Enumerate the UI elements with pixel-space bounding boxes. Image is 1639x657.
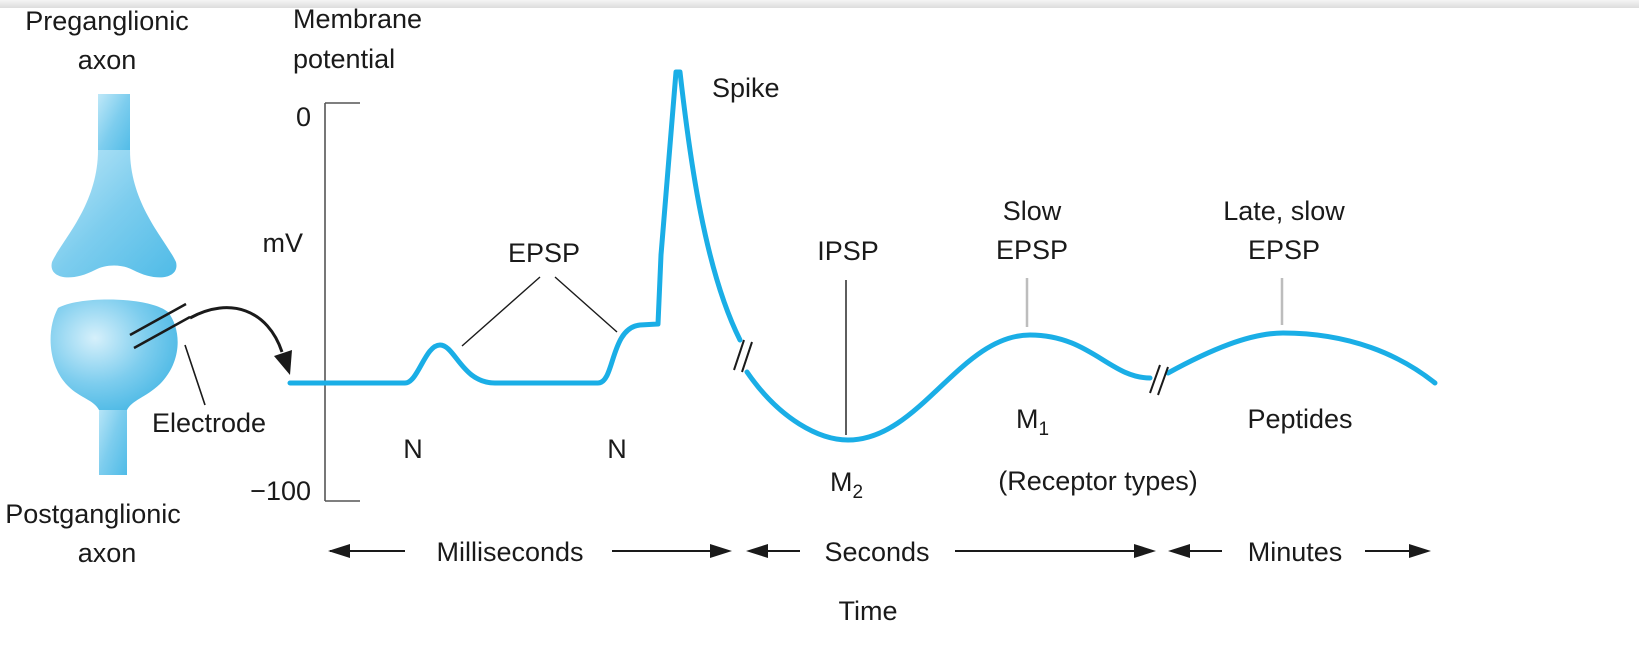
- receptor-m1-label: M1: [1016, 404, 1049, 440]
- slow-epsp-label-line1: Slow: [1003, 196, 1062, 226]
- preganglionic-label-line2: axon: [78, 45, 137, 75]
- postganglionic-label-line1: Postganglionic: [5, 499, 181, 529]
- recording-arrowhead: [274, 350, 292, 375]
- postganglionic-axon-shaft: [99, 400, 127, 475]
- trace-segment-seconds: [744, 332, 1153, 443]
- receptor-m2-label: M2: [830, 467, 863, 503]
- late-slow-epsp-label-line2: EPSP: [1248, 235, 1320, 265]
- membrane-potential-label-line2: potential: [293, 44, 395, 74]
- postganglionic-label-line2: axon: [78, 538, 137, 568]
- membrane-potential-label-line1: Membrane: [293, 4, 422, 34]
- electrode-illustration: [129, 302, 292, 406]
- trace-segment-milliseconds: [287, 69, 743, 386]
- spike-label: Spike: [712, 73, 780, 103]
- y-tick-minus100: −100: [250, 476, 311, 506]
- receptor-m1-base: M: [1016, 404, 1039, 434]
- minutes-label: Minutes: [1248, 537, 1343, 567]
- milliseconds-label: Milliseconds: [436, 537, 583, 567]
- electrode-label: Electrode: [152, 408, 266, 438]
- receptor-n-second: N: [607, 434, 627, 464]
- cell-body: [50, 299, 178, 410]
- y-unit-label: mV: [263, 228, 304, 258]
- top-border: [0, 0, 1639, 8]
- receptor-m1-subscript: 1: [1039, 419, 1050, 440]
- time-axis-label: Time: [839, 596, 898, 626]
- late-slow-epsp-label-line1: Late, slow: [1223, 196, 1345, 226]
- axis-break-marks: [733, 339, 1169, 396]
- postganglionic-neuron-illustration: [50, 299, 178, 475]
- epsp-pointer-right: [554, 276, 618, 333]
- pointer-lines: [461, 276, 1284, 435]
- peptides-label: Peptides: [1247, 404, 1352, 434]
- membrane-potential-trace: [287, 69, 1438, 443]
- receptor-m2-base: M: [830, 467, 853, 497]
- epsp-label: EPSP: [508, 238, 580, 268]
- preganglionic-label-line1: Preganglionic: [25, 6, 189, 36]
- receptor-m2-subscript: 2: [853, 482, 864, 503]
- y-tick-zero: 0: [296, 102, 311, 132]
- trace-segment-minutes: [1165, 330, 1438, 386]
- seconds-label: Seconds: [824, 537, 929, 567]
- epsp-pointer-left: [461, 276, 541, 347]
- receptor-n-first: N: [403, 434, 423, 464]
- slow-epsp-label-line2: EPSP: [996, 235, 1068, 265]
- time-scale-arrows: [328, 544, 1431, 558]
- electrode-pointer-line: [184, 344, 206, 406]
- preganglionic-axon-illustration: [51, 94, 177, 278]
- receptor-types-label: (Receptor types): [998, 466, 1198, 496]
- recording-arrow: [189, 306, 284, 353]
- ipsp-label: IPSP: [817, 236, 879, 266]
- y-axis: [324, 102, 360, 502]
- presynaptic-terminal: [51, 150, 177, 278]
